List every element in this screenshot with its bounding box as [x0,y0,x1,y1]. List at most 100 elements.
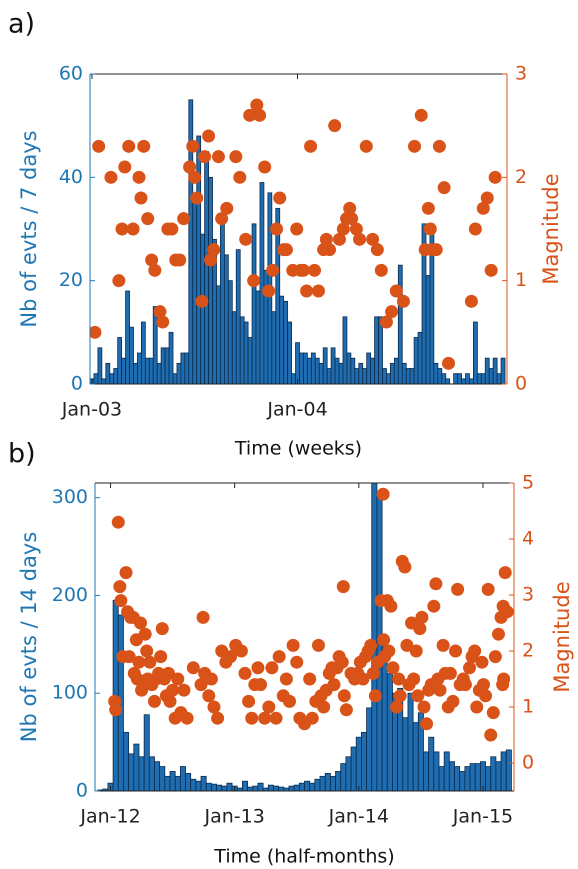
scatter-point [202,129,216,143]
scatter-point [336,222,350,236]
bar [216,784,223,791]
scatter-point [92,139,106,153]
bar [208,176,213,384]
scatter-point [215,212,229,226]
bar [490,756,497,791]
bar [239,316,245,384]
bar [172,373,178,384]
scatter-point [224,650,238,664]
scatter-point [296,263,310,277]
scatter-point [270,222,284,236]
bar [105,362,111,384]
bar [335,771,342,791]
bar [412,722,419,791]
bar [309,782,316,791]
scatter-point [488,650,502,664]
scatter-point [366,666,380,680]
bar [358,362,364,384]
bar [476,373,482,384]
bar [386,673,393,791]
scatter-point [258,711,272,725]
scatter-point [349,222,363,236]
scatter-point [484,728,498,742]
scatter-point [138,627,152,641]
scatter-point [207,243,221,257]
bar [413,337,419,384]
scatter-point [345,212,359,226]
bar [204,151,209,384]
scatter-point [279,243,293,257]
scatter-point [335,655,349,669]
bar [227,280,233,384]
scatter-point [239,232,253,246]
bar [304,780,311,791]
scatter-point [464,294,478,308]
bar [318,362,324,384]
bar [223,254,229,384]
scatter-point [433,683,447,697]
scatter-point [229,150,243,164]
bar [109,373,115,384]
bar [226,782,233,791]
bar [190,778,197,791]
bar [310,352,316,384]
scatter-point [417,700,431,714]
scatter-point [468,222,482,236]
scatter-point [137,139,151,153]
panel: 0 20 40 60 0 1 2 3 Jan-03 Jan-04 a) Time (weeks) Nb … [8,9,563,460]
scatter-point [376,487,390,501]
bar [220,223,225,384]
bar [154,761,161,791]
bar [437,368,443,384]
y2-tick-label: 4 [522,528,534,550]
scatter-point [409,644,423,658]
scatter-point [476,678,490,692]
scatter-point [109,703,123,717]
scatter-point [491,627,505,641]
scatter-point [304,139,318,153]
scatter-point [429,577,443,591]
scatter-point [332,232,346,246]
bar [267,784,274,791]
scatter-point [398,560,412,574]
bar [259,182,265,384]
scatter-point [415,610,429,624]
scatter-point [90,325,102,339]
scatter-point [476,201,490,215]
scatter-point [377,633,391,647]
bar [393,357,399,384]
bar [445,378,451,384]
scatter-point [286,638,300,652]
bar [425,275,431,384]
bar [298,782,305,791]
scatter-point [238,666,252,680]
scatter-point [250,98,264,112]
bar [314,778,321,791]
y-tick-label: 0 [71,373,83,395]
bar [164,775,171,791]
bar [113,368,119,384]
bar [386,373,391,384]
bar [382,368,387,384]
bar [174,775,181,791]
bar [433,751,440,791]
scatter-point [496,678,510,692]
bar [93,373,99,384]
y-tick-label: 60 [59,63,83,85]
scatter-point [118,160,132,174]
scatter-point [470,700,484,714]
scatter-point [390,700,404,714]
bar [291,373,296,384]
scatter-point [400,638,414,652]
bar [216,285,221,384]
bar [133,743,140,791]
scatter-point [407,672,421,686]
scatter-point [211,150,225,164]
scatter-point [148,263,162,277]
bar [350,357,356,384]
bar [381,643,388,791]
y-tick-label: 100 [52,682,88,704]
bar [140,321,146,384]
scatter-point [156,315,170,329]
scatter-point [379,315,393,329]
